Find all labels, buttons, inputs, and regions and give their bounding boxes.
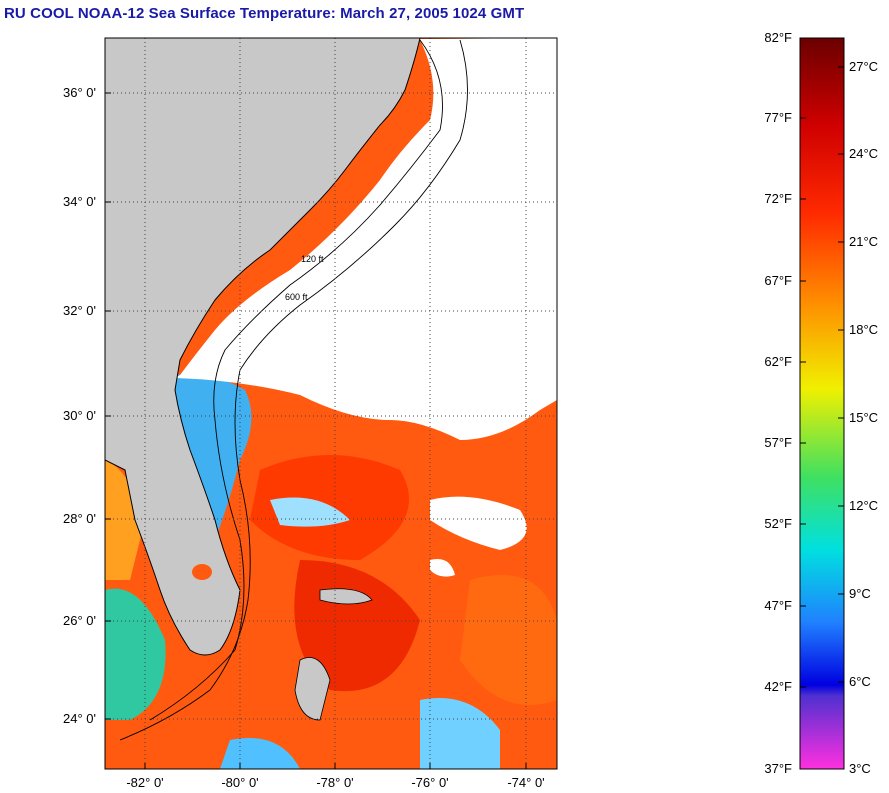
lat-label-34: 34° 0' xyxy=(63,194,96,209)
map-area xyxy=(105,38,557,769)
colorbar-c-24: 24°C xyxy=(849,146,879,161)
colorbar-f-37: 37°F xyxy=(764,761,792,776)
lon-label-76: -76° 0' xyxy=(411,775,449,790)
graticule xyxy=(105,38,557,769)
colorbar-c-6: 6°C xyxy=(849,674,871,689)
cloud-no-data-region xyxy=(175,38,557,440)
gulf-orange-patch xyxy=(105,460,145,580)
colorbar-f-62: 62°F xyxy=(764,354,792,369)
cool-bahamas-patch xyxy=(420,698,500,769)
colorbar-c-3: 3°C xyxy=(849,761,871,776)
colorbar-f-67: 67°F xyxy=(764,273,792,288)
colorbar-f-82: 82°F xyxy=(764,30,792,45)
contour-120ft xyxy=(149,39,443,721)
colorbar-f-72: 72°F xyxy=(764,191,792,206)
colorbar-c-21: 21°C xyxy=(849,234,879,249)
land-us-mainland xyxy=(105,38,421,656)
lon-label-80: -80° 0' xyxy=(221,775,259,790)
colorbar-f-57: 57°F xyxy=(764,435,792,450)
land-grand-bahama xyxy=(319,588,373,605)
colorbar-f-42: 42°F xyxy=(764,679,792,694)
land-andros-island xyxy=(294,657,331,721)
lat-label-28: 28° 0' xyxy=(63,511,96,526)
colorbar-c-18: 18°C xyxy=(849,322,879,337)
lat-label-26: 26° 0' xyxy=(63,613,96,628)
colorbar-f-77: 77°F xyxy=(764,110,792,125)
lake-okeechobee xyxy=(192,564,212,580)
colorbar-f-47: 47°F xyxy=(764,598,792,613)
colorbar-c-12: 12°C xyxy=(849,498,879,513)
map-frame xyxy=(104,37,558,770)
lon-label-78: -78° 0' xyxy=(316,775,354,790)
warm-core-east xyxy=(460,575,557,705)
colorbar-c-15: 15°C xyxy=(849,410,879,425)
cool-gulf-patch xyxy=(105,588,166,720)
colorbar-f-52: 52°F xyxy=(764,516,792,531)
lat-label-36: 36° 0' xyxy=(63,85,96,100)
lat-label-30: 30° 0' xyxy=(63,408,96,423)
lon-label-74: -74° 0' xyxy=(507,775,545,790)
lon-label-82: -82° 0' xyxy=(126,775,164,790)
lat-label-24: 24° 0' xyxy=(63,711,96,726)
contour-label-600ft: 600 ft xyxy=(285,292,308,302)
lat-label-32: 32° 0' xyxy=(63,303,96,318)
colorbar-ticks xyxy=(800,66,844,688)
axis-ticks xyxy=(105,92,527,769)
cloud-patch-east xyxy=(430,496,527,550)
colorbar-c-27: 27°C xyxy=(849,59,879,74)
colorbar xyxy=(799,37,845,770)
cloud-patch-small xyxy=(430,559,455,577)
map-title: RU COOL NOAA-12 Sea Surface Temperature:… xyxy=(4,5,525,22)
colorbar-c-9: 9°C xyxy=(849,586,871,601)
cool-keys-patch xyxy=(220,737,300,769)
contour-label-120ft: 120 ft xyxy=(301,254,324,264)
